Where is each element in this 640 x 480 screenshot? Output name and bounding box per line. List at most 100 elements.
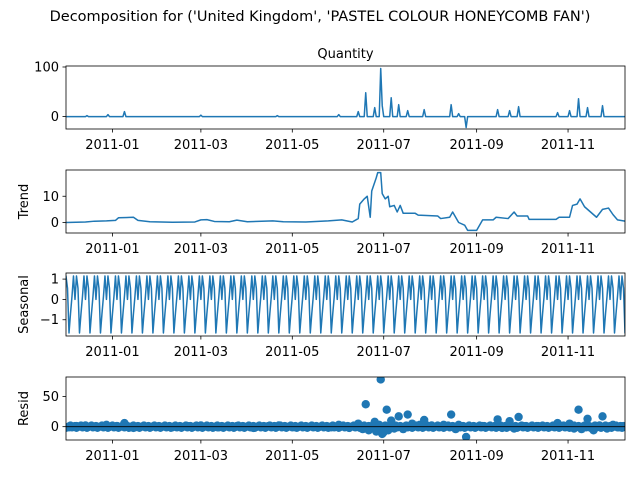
trend-x-tick-label: 2011-07 xyxy=(357,242,411,257)
resid-axes-frame xyxy=(65,376,626,441)
resid-point xyxy=(533,421,543,431)
quantity-data xyxy=(66,67,625,129)
resid-point xyxy=(327,423,336,432)
resid-panel: 2011-01 2011-03 2011-05 2011-07 2011-09 2011-… xyxy=(17,376,626,464)
resid-x-tick-label: 2011-09 xyxy=(449,449,503,464)
resid-x-tick-label: 2011-05 xyxy=(265,449,319,464)
seasonal-series-line xyxy=(66,275,625,334)
quantity-x-tick-label: 2011-07 xyxy=(357,138,411,153)
seasonal-y-tick-label: 0 xyxy=(51,293,59,308)
resid-point xyxy=(419,415,429,425)
resid-point xyxy=(509,424,519,433)
resid-point xyxy=(249,423,258,433)
resid-point xyxy=(139,421,149,431)
resid-point xyxy=(574,405,583,414)
resid-point xyxy=(598,412,607,421)
resid-point xyxy=(120,418,129,428)
resid-point xyxy=(403,410,412,419)
resid-point xyxy=(439,420,448,430)
resid-ylabel: Resid xyxy=(17,391,32,426)
resid-point xyxy=(382,405,391,414)
resid-point xyxy=(553,418,562,428)
figure-title: Decomposition for ('United Kingdom', 'PA… xyxy=(50,9,591,25)
resid-point xyxy=(399,424,408,434)
seasonal-y-tick-label: 1 xyxy=(51,273,59,288)
resid-x-tick-label: 2011-07 xyxy=(357,449,411,464)
resid-point xyxy=(583,414,592,423)
quantity-panel: 2011-01 2011-03 2011-05 2011-07 2011-09 2011-… xyxy=(34,47,626,153)
resid-point xyxy=(454,420,463,430)
resid-x-tick-label: 2011-03 xyxy=(174,449,228,464)
resid-point xyxy=(497,423,507,433)
seasonal-ylabel: Seasonal xyxy=(17,275,32,334)
seasonal-data xyxy=(66,275,625,334)
seasonal-x-tick-label: 2011-09 xyxy=(449,345,503,360)
resid-point xyxy=(66,423,74,432)
resid-point xyxy=(619,421,625,431)
trend-x-tick-label: 2011-11 xyxy=(541,242,595,257)
resid-point xyxy=(213,423,222,432)
seasonal-y-tick-label: −1 xyxy=(40,313,59,328)
resid-y-tick-label: 0 xyxy=(51,420,59,435)
resid-point xyxy=(334,420,343,430)
resid-point xyxy=(183,421,192,431)
trend-series-line xyxy=(66,171,625,232)
resid-point xyxy=(446,410,456,419)
resid-point xyxy=(72,421,81,431)
resid-data xyxy=(66,377,625,440)
resid-point xyxy=(274,421,284,430)
resid-point xyxy=(589,426,598,435)
seasonal-x-tick-label: 2011-01 xyxy=(85,345,139,360)
resid-x-tick-label: 2011-11 xyxy=(541,449,595,464)
quantity-y-tick-label: 100 xyxy=(34,60,59,75)
resid-point xyxy=(196,421,206,430)
resid-point xyxy=(569,424,579,433)
resid-point xyxy=(375,420,384,430)
resid-point xyxy=(264,421,273,431)
resid-point xyxy=(387,416,396,425)
trend-data xyxy=(66,171,625,232)
resid-point xyxy=(129,423,138,433)
resid-point xyxy=(112,421,122,431)
resid-point xyxy=(577,424,586,434)
trend-y-tick-label: 10 xyxy=(42,190,59,205)
resid-point xyxy=(376,377,385,384)
seasonal-x-tick-label: 2011-03 xyxy=(174,345,228,360)
resid-point xyxy=(390,424,399,433)
seasonal-x-tick-label: 2011-11 xyxy=(541,345,595,360)
resid-point xyxy=(493,415,502,424)
trend-x-tick-label: 2011-05 xyxy=(265,242,319,257)
quantity-x-tick-label: 2011-11 xyxy=(541,138,595,153)
resid-point xyxy=(361,400,370,409)
seasonal-x-tick-label: 2011-07 xyxy=(357,345,411,360)
trend-x-tick-label: 2011-03 xyxy=(174,242,228,257)
resid-point xyxy=(427,421,436,430)
quantity-y-tick-label: 0 xyxy=(51,110,59,125)
trend-x-tick-label: 2011-01 xyxy=(85,242,139,257)
resid-point xyxy=(505,417,514,426)
quantity-x-tick-label: 2011-09 xyxy=(449,138,503,153)
resid-point xyxy=(232,421,242,431)
panels-container: 2011-01 2011-03 2011-05 2011-07 2011-09 2011-… xyxy=(17,47,626,464)
trend-axes-frame xyxy=(65,169,626,234)
quantity-axes-frame xyxy=(65,65,626,130)
quantity-x-tick-label: 2011-05 xyxy=(265,138,319,153)
resid-point xyxy=(514,412,523,422)
trend-x-tick-label: 2011-09 xyxy=(449,242,503,257)
resid-point xyxy=(595,421,604,430)
resid-point xyxy=(291,423,300,432)
seasonal-x-tick-label: 2011-05 xyxy=(265,345,319,360)
quantity-series-line xyxy=(66,67,625,129)
trend-panel: 2011-01 2011-03 2011-05 2011-07 2011-09 2011-… xyxy=(17,169,626,257)
resid-point xyxy=(102,420,111,430)
resid-y-tick-label: 50 xyxy=(42,390,59,405)
quantity-x-tick-label: 2011-03 xyxy=(174,138,228,153)
resid-point xyxy=(407,419,417,428)
quantity-x-tick-label: 2011-01 xyxy=(85,138,139,153)
resid-point xyxy=(478,421,487,431)
resid-x-tick-label: 2011-01 xyxy=(85,449,139,464)
seasonal-axes-frame xyxy=(65,272,626,337)
resid-point xyxy=(168,423,177,432)
trend-y-tick-label: 0 xyxy=(51,216,59,231)
